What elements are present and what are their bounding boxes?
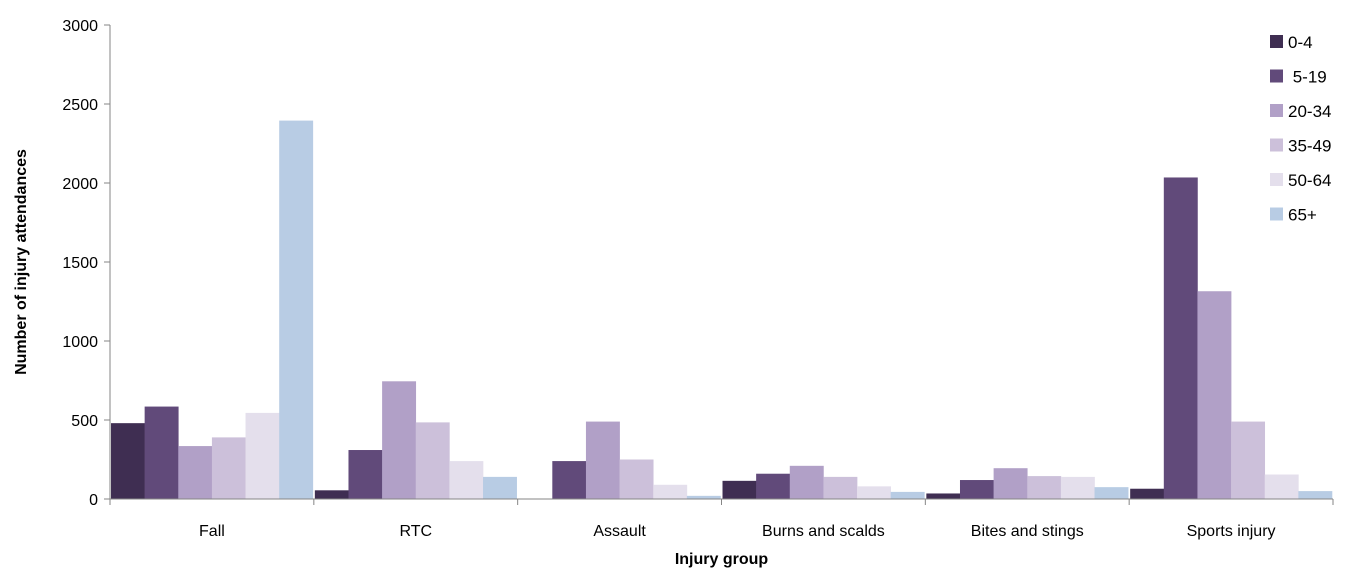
legend-swatch — [1270, 104, 1283, 117]
bar — [1027, 476, 1062, 499]
bar — [382, 381, 417, 499]
bar — [1264, 474, 1299, 499]
legend-swatch — [1270, 207, 1283, 221]
x-tick-label: RTC — [399, 523, 432, 540]
y-tick-label: 500 — [71, 413, 98, 430]
x-tick-label: Sports injury — [1187, 523, 1276, 540]
legend: 0-4 5-19 20-34 35-49 50-64 65+ — [1270, 33, 1331, 225]
bar — [1130, 488, 1165, 499]
legend-label: 50-64 — [1288, 171, 1331, 190]
bar — [552, 461, 587, 499]
legend-label: 0-4 — [1288, 33, 1313, 52]
bar — [959, 480, 994, 499]
bar — [926, 493, 961, 499]
bar — [1163, 177, 1198, 499]
bar — [1298, 491, 1333, 499]
legend-label: 35-49 — [1288, 137, 1331, 156]
bar — [993, 468, 1028, 499]
bar — [144, 406, 179, 499]
bar — [1094, 487, 1129, 499]
bar — [245, 412, 280, 499]
bar — [449, 461, 484, 499]
bar — [1060, 476, 1095, 499]
legend-swatch — [1270, 35, 1283, 48]
x-tick-label: Burns and scalds — [762, 523, 885, 540]
bar — [1231, 421, 1266, 499]
legend-swatch — [1270, 69, 1283, 83]
bar — [890, 491, 925, 499]
y-tick-label: 3000 — [62, 18, 98, 35]
bar — [348, 450, 383, 499]
bar — [279, 120, 314, 499]
bar — [211, 437, 246, 499]
bar-group — [111, 120, 1333, 499]
bar — [585, 421, 620, 499]
x-tick-label: Assault — [593, 523, 646, 540]
bar — [178, 446, 213, 499]
legend-swatch — [1270, 138, 1283, 152]
y-axis-ticks: 0 500 1000 1500 2000 2500 3000 — [62, 18, 110, 509]
y-tick-label: 0 — [89, 492, 98, 509]
bar — [789, 465, 824, 499]
bar — [619, 459, 654, 499]
bar — [415, 422, 450, 499]
x-tick-label: Bites and stings — [971, 523, 1084, 540]
bar — [823, 476, 858, 499]
y-axis-title: Number of injury attendances — [13, 149, 30, 375]
legend-label: 5-19 — [1288, 68, 1327, 87]
legend-label: 20-34 — [1288, 102, 1331, 121]
bar — [857, 486, 891, 499]
x-tick-label: Fall — [199, 523, 225, 540]
y-tick-label: 2500 — [62, 97, 98, 114]
bar — [314, 490, 349, 499]
bar — [722, 480, 757, 499]
y-tick-label: 1500 — [62, 255, 98, 272]
bar — [653, 484, 688, 499]
bar — [111, 423, 145, 499]
bar — [1197, 291, 1232, 499]
y-tick-label: 1000 — [62, 334, 98, 351]
y-tick-label: 2000 — [62, 176, 98, 193]
legend-swatch — [1270, 173, 1283, 186]
bar — [686, 495, 721, 499]
bar — [756, 473, 791, 499]
legend-label: 65+ — [1288, 206, 1317, 225]
x-axis-title: Injury group — [675, 551, 769, 568]
bar — [483, 476, 517, 499]
x-axis-ticks: Fall RTC Assault Burns and scalds Bites and … — [109, 499, 1334, 540]
axes: 0 500 1000 1500 2000 2500 3000 Fall RTC Assault B… — [62, 18, 1334, 540]
